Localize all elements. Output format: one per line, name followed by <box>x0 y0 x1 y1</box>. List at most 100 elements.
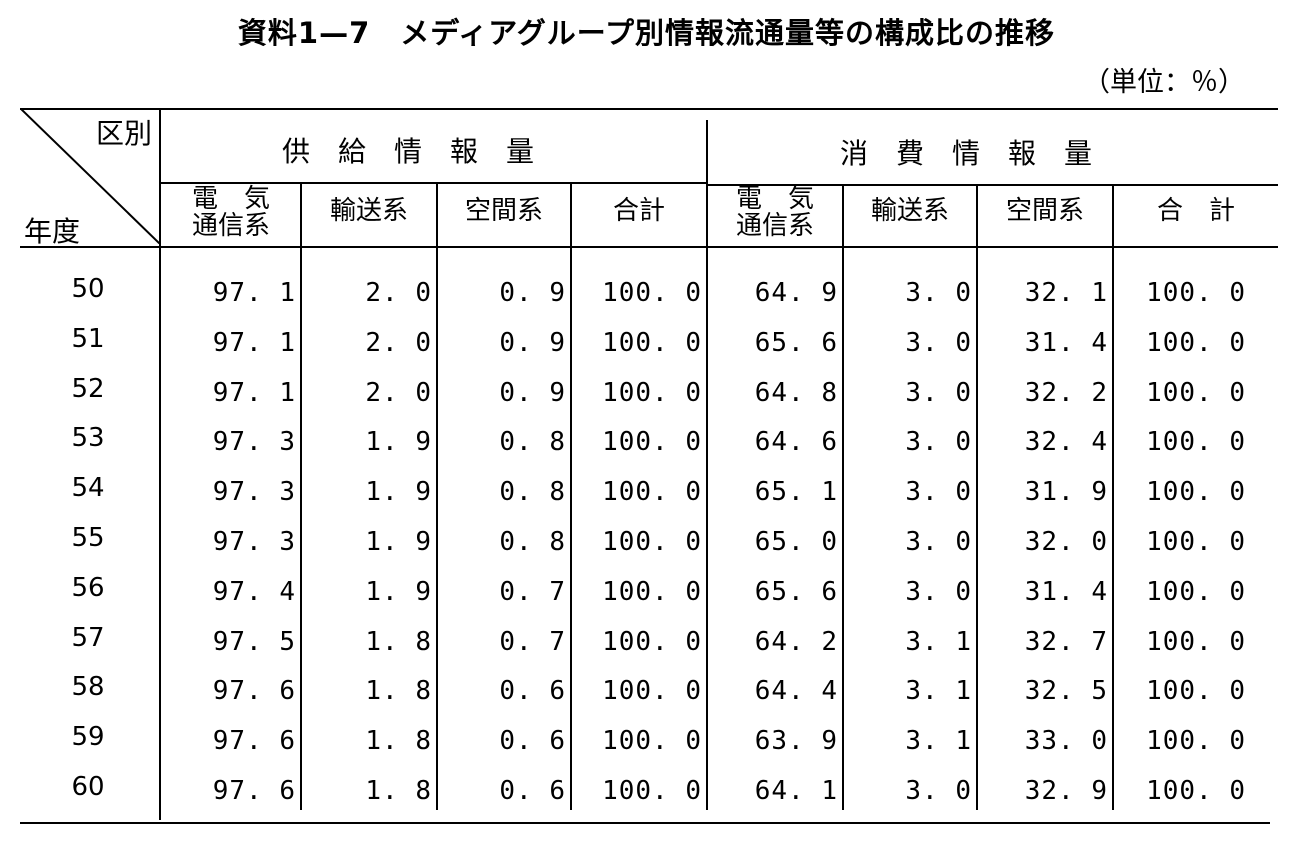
table-cell: 100. 0 <box>1146 776 1246 806</box>
table-cell: 3. 0 <box>905 527 972 557</box>
table-cell: 2. 0 <box>365 278 432 308</box>
column-header-line2: 通信系 <box>191 211 270 241</box>
table-cell: 63. 9 <box>754 726 838 757</box>
table-cell: 1. 9 <box>365 477 432 508</box>
table-cell: 100. 0 <box>602 427 702 458</box>
row-year: 56 <box>71 572 105 603</box>
column-header-line1: 輸送系 <box>329 196 408 226</box>
table-cell: 3. 1 <box>905 676 972 707</box>
column-header-line1: 空間系 <box>1005 196 1084 226</box>
row-year: 54 <box>71 473 105 504</box>
table-cell: 1. 9 <box>365 576 432 607</box>
group-divider <box>706 120 708 810</box>
column-header: 合計 <box>572 198 706 225</box>
table-cell: 97. 1 <box>212 278 296 308</box>
table-cell: 64. 6 <box>754 427 838 458</box>
table-cell: 65. 1 <box>754 477 838 508</box>
column-header-line1: 輸送系 <box>870 196 949 226</box>
table-cell: 97. 1 <box>212 377 296 408</box>
column-header-line1: 空間系 <box>464 196 543 226</box>
col-divider <box>570 182 572 810</box>
column-header: 空間系 <box>438 198 570 225</box>
table-cell: 31. 4 <box>1024 576 1108 607</box>
table-cell: 100. 0 <box>602 726 702 757</box>
table-cell: 3. 0 <box>905 327 972 358</box>
column-header-line1: 合計 <box>612 196 665 226</box>
group-header-rule-supply <box>160 182 706 184</box>
table-cell: 1. 8 <box>365 726 432 757</box>
table-cell: 97. 6 <box>212 676 296 707</box>
table-cell: 64. 4 <box>754 676 838 707</box>
table-cell: 32. 7 <box>1024 626 1108 657</box>
group-header-supply: 供 給 情 報 量 <box>282 135 535 168</box>
table-cell: 64. 1 <box>754 776 838 806</box>
table-cell: 100. 0 <box>1146 527 1246 557</box>
table-cell: 97. 3 <box>212 477 296 508</box>
table-cell: 97. 4 <box>212 576 296 607</box>
table-cell: 100. 0 <box>602 626 702 657</box>
table-cell: 0. 6 <box>499 726 566 757</box>
table-cell: 97. 6 <box>212 776 296 806</box>
table-cell: 100. 0 <box>1146 576 1246 607</box>
column-header-line2: 通信系 <box>735 211 814 241</box>
table-cell: 100. 0 <box>602 278 702 308</box>
table-cell: 32. 9 <box>1024 776 1108 806</box>
row-year: 59 <box>71 722 105 753</box>
row-year: 52 <box>71 373 105 404</box>
col-divider <box>976 184 978 810</box>
table-cell: 1. 9 <box>365 427 432 458</box>
table-cell: 3. 0 <box>905 377 972 408</box>
table-cell: 3. 0 <box>905 278 972 308</box>
col-divider <box>300 182 302 810</box>
table-cell: 3. 1 <box>905 726 972 757</box>
table-cell: 100. 0 <box>602 377 702 408</box>
table-cell: 100. 0 <box>602 776 702 806</box>
column-header: 輸送系 <box>844 198 976 225</box>
table-cell: 32. 1 <box>1024 278 1108 308</box>
table-cell: 32. 4 <box>1024 427 1108 458</box>
table-cell: 97. 1 <box>212 327 296 358</box>
table-cell: 100. 0 <box>602 477 702 508</box>
table-top-rule <box>20 108 1278 110</box>
table-cell: 97. 3 <box>212 427 296 458</box>
table-cell: 2. 0 <box>365 377 432 408</box>
row-year: 55 <box>71 523 105 553</box>
table-cell: 32. 0 <box>1024 527 1108 557</box>
table-cell: 0. 7 <box>499 576 566 607</box>
table-cell: 0. 8 <box>499 527 566 557</box>
unit-label: （単位：％） <box>1083 67 1245 98</box>
table-cell: 1. 8 <box>365 776 432 806</box>
table-cell: 100. 0 <box>1146 626 1246 657</box>
table-cell: 100. 0 <box>602 576 702 607</box>
column-header-line1: 電 気 <box>735 184 814 214</box>
column-header: 合 計 <box>1114 198 1278 225</box>
table-cell: 1. 8 <box>365 626 432 657</box>
column-header: 電 気通信系 <box>708 186 842 240</box>
column-header-line1: 合 計 <box>1156 196 1235 226</box>
row-year: 57 <box>71 622 105 653</box>
table-cell: 100. 0 <box>1146 278 1246 308</box>
table-cell: 32. 5 <box>1024 676 1108 707</box>
header-bottom-rule <box>20 246 1278 248</box>
table-cell: 33. 0 <box>1024 726 1108 757</box>
row-year: 53 <box>71 423 105 454</box>
col-divider <box>436 182 438 810</box>
table-cell: 1. 9 <box>365 527 432 557</box>
table-cell: 1. 8 <box>365 676 432 707</box>
col-divider <box>1112 184 1114 810</box>
table-cell: 64. 8 <box>754 377 838 408</box>
row-year: 58 <box>71 672 105 703</box>
table-cell: 3. 1 <box>905 626 972 657</box>
row-year: 60 <box>71 772 105 802</box>
table-cell: 3. 0 <box>905 427 972 458</box>
column-header: 空間系 <box>978 198 1112 225</box>
table-cell: 0. 6 <box>499 676 566 707</box>
table-cell: 100. 0 <box>1146 676 1246 707</box>
table-cell: 3. 0 <box>905 477 972 508</box>
table-cell: 97. 6 <box>212 726 296 757</box>
table-cell: 97. 5 <box>212 626 296 657</box>
table-cell: 100. 0 <box>602 327 702 358</box>
table-cell: 2. 0 <box>365 327 432 358</box>
table-cell: 100. 0 <box>602 527 702 557</box>
corner-top-label: 区別 <box>96 117 153 150</box>
